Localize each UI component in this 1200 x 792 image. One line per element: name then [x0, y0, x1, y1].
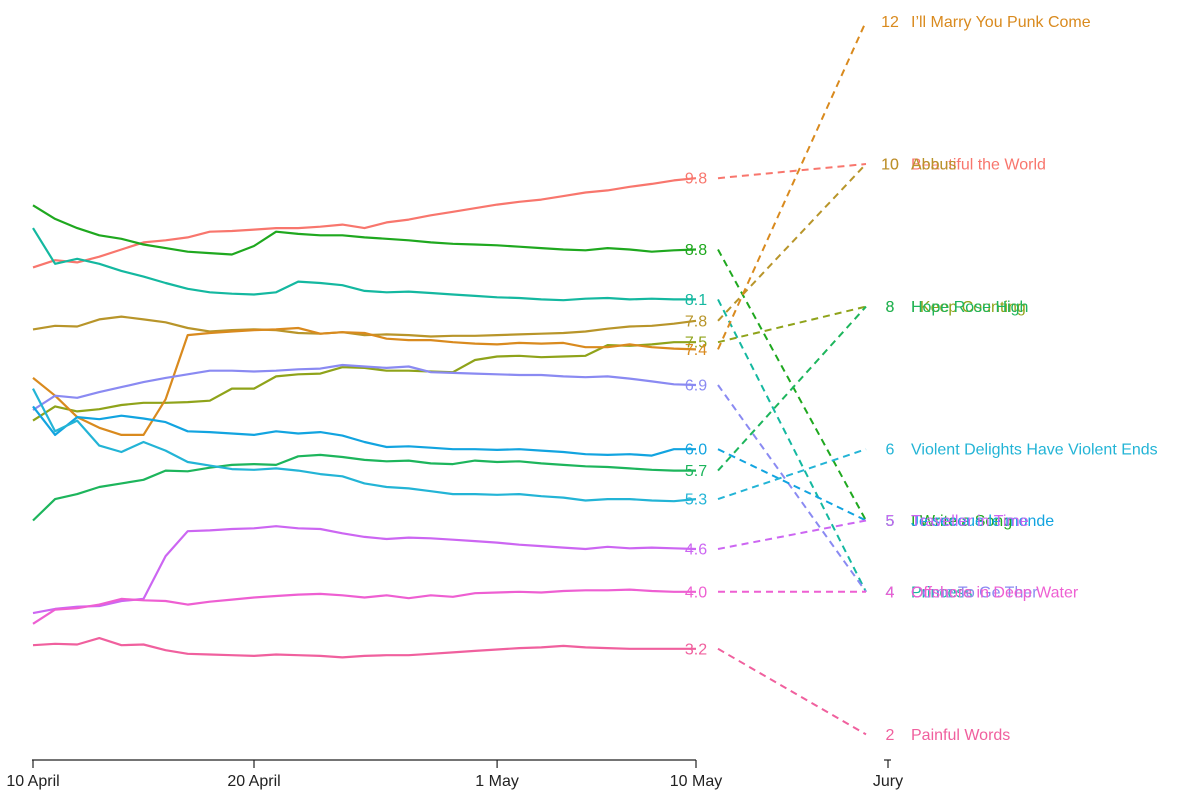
series-line-violent-delights-have-violent-ends	[32, 388, 697, 503]
x-tick-label: 10 May	[670, 773, 722, 790]
series-line-beautiful-the-world	[32, 177, 697, 269]
final-value-label: 4.0	[685, 584, 707, 601]
jury-song-label: Je secoue le monde	[911, 513, 1054, 530]
jury-score-label: 6	[886, 442, 895, 459]
series-line-i-write-a-song	[32, 204, 697, 256]
final-value-labels: 9.8 8.8 8.1 7.8 7.57.4 6.9 6.0 5.7 5.3 4.6 4.0 3.2	[685, 171, 707, 659]
final-value-label: 7.4	[685, 342, 707, 359]
jury-score-label: 5	[886, 513, 895, 530]
jury-song-label: Beautiful the World	[911, 157, 1046, 174]
jury-song-label: Princess	[911, 584, 972, 601]
x-axis-ticks: 10 April 20 April 1 May 10 May Jury	[6, 760, 903, 790]
final-value-label: 8.8	[685, 242, 707, 259]
jury-connector-violent-delights-have-violent-ends	[717, 448, 867, 501]
jury-song-label: I Write a Song	[911, 513, 1012, 530]
jury-connector-i-ll-marry-you-punk-come	[717, 20, 867, 350]
jury-score-label: 5	[886, 513, 895, 530]
jury-connector-painful-words	[717, 647, 867, 736]
jury-score-label: 4	[886, 584, 895, 601]
jury-connector-je-secoue-le-monde	[717, 448, 867, 522]
jury-score-label: 12	[881, 14, 899, 31]
jury-connector-i-write-a-song	[717, 249, 867, 521]
x-axis: 10 April 20 April 1 May 10 May Jury	[6, 759, 903, 790]
jury-connector-i-keep-counting	[717, 305, 867, 344]
series-line-painful-words	[32, 636, 696, 659]
final-value-label: 6.9	[685, 378, 707, 395]
final-value-label: 8.1	[685, 292, 707, 309]
series-lines	[32, 177, 697, 659]
jury-song-label: Abbus	[911, 157, 956, 174]
final-value-label: 5.3	[685, 492, 707, 509]
series-line-i-ll-marry-you-punk-come	[32, 326, 697, 436]
jury-song-label: I Keep Counting	[911, 299, 1026, 316]
final-value-label: 7.5	[685, 335, 707, 352]
jury-connector-abbus	[717, 163, 867, 322]
jury-connector-hope-rose-high	[717, 305, 867, 472]
series-line-i-keep-counting	[32, 341, 696, 422]
jury-score-label: 4	[886, 584, 895, 601]
final-value-label: 6.0	[685, 442, 707, 459]
x-tick-label: 20 April	[227, 773, 280, 790]
series-line-hope-rose-high	[32, 453, 696, 522]
final-value-label: 9.8	[685, 171, 707, 188]
x-tick-label-jury: Jury	[873, 773, 903, 790]
jury-labels: 10 Beautiful the World 5 I Write a Song 4 Pri…	[881, 14, 1158, 744]
jury-connector-beautiful-the-world	[717, 163, 867, 180]
jury-score-label: 4	[886, 584, 895, 601]
jury-score-label: 10	[881, 157, 899, 174]
x-tick-label: 10 April	[6, 773, 59, 790]
series-line-come-to-ge-ther	[32, 363, 697, 411]
jury-score-label: 8	[886, 299, 895, 316]
series-line-abbus	[32, 315, 697, 338]
jury-song-label: Offshore in Deep Water	[911, 584, 1079, 601]
jury-score-label: 5	[886, 513, 895, 530]
series-line-offshore-in-deep-water	[32, 588, 696, 625]
jury-song-label: Come To Ge Ther	[911, 584, 1038, 601]
final-value-label: 5.7	[685, 463, 707, 480]
final-value-label: 7.8	[685, 313, 707, 330]
series-line-traveller-in-time	[32, 525, 697, 615]
jury-connector-princess	[717, 298, 867, 593]
jury-connectors	[717, 20, 867, 736]
jury-score-label: 8	[886, 299, 895, 316]
final-value-label: 4.6	[685, 542, 707, 559]
jury-connector-traveller-in-time	[717, 519, 867, 550]
final-value-label: 3.2	[685, 641, 707, 658]
jury-song-label: Painful Words	[911, 727, 1010, 744]
series-line-princess	[32, 227, 696, 302]
series-line-je-secoue-le-monde	[32, 405, 696, 457]
jury-song-label: I’ll Marry You Punk Come	[911, 14, 1091, 31]
jury-score-label: 10	[881, 157, 899, 174]
jury-song-label: Violent Delights Have Violent Ends	[911, 442, 1158, 459]
jury-connector-come-to-ge-ther	[717, 384, 867, 593]
jury-song-label: Traveller in Time	[911, 513, 1029, 530]
jury-song-label: Hope Rose High	[911, 299, 1028, 316]
x-tick-label: 1 May	[475, 773, 519, 790]
jury-score-label: 2	[886, 727, 895, 744]
